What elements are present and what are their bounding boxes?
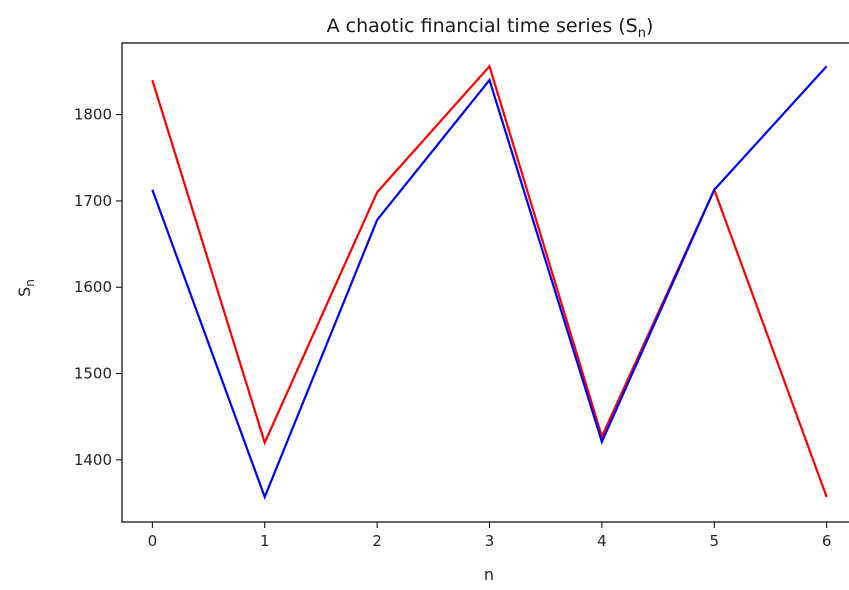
x-axis-label: n	[484, 565, 494, 584]
y-tick-label: 1800	[74, 106, 112, 124]
x-tick-label: 2	[372, 532, 382, 550]
y-tick-label: 1500	[74, 365, 112, 383]
y-tick-label: 1600	[74, 278, 112, 296]
x-axis: 0 1 2 3 4 5 6	[148, 522, 832, 550]
series-line-0	[151, 64, 828, 498]
x-tick-label: 4	[597, 532, 607, 550]
x-tick-label: 6	[822, 532, 832, 550]
y-tick-label: 1400	[74, 451, 112, 469]
x-tick-label: 5	[709, 532, 719, 550]
y-axis: 1400 1500 1600 1700 1800	[74, 106, 122, 469]
plot-frame	[121, 42, 849, 523]
y-tick-label: 1700	[74, 192, 112, 210]
chart-title: A chaotic financial time series (Sn)	[327, 15, 654, 41]
x-tick-label: 0	[148, 532, 158, 550]
y-axis-label: Sn	[15, 279, 37, 297]
x-tick-label: 1	[260, 532, 270, 550]
series-layer	[151, 64, 828, 501]
x-tick-label: 3	[485, 532, 495, 550]
series-line-1	[151, 65, 828, 501]
